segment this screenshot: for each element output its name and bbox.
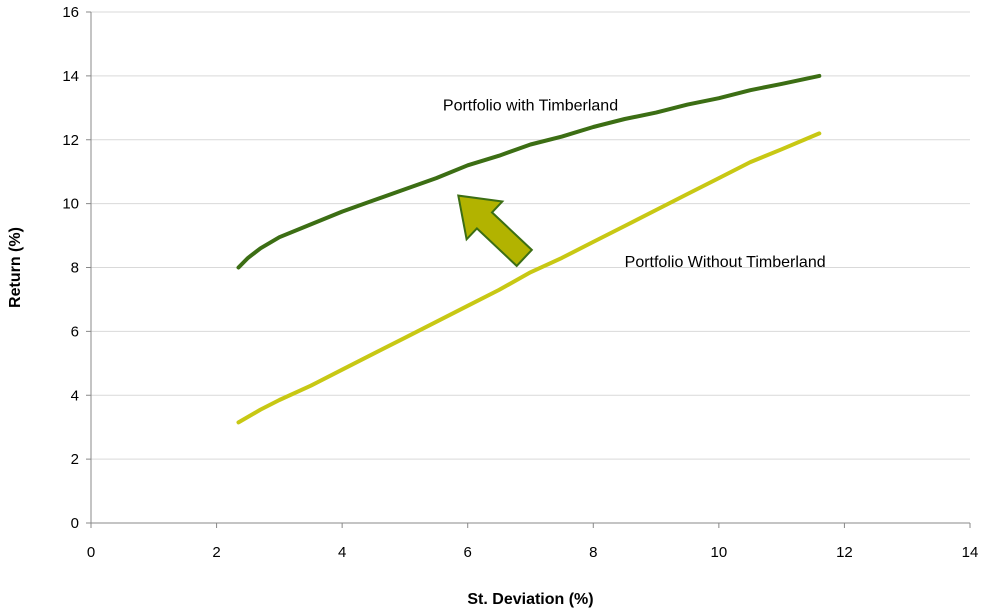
x-tick-label-0: 0: [87, 544, 95, 561]
annotation-with-timberland: Portfolio with Timberland: [443, 98, 618, 115]
y-tick-label-16: 16: [62, 4, 79, 21]
x-tick-label-14: 14: [962, 544, 979, 561]
y-tick-label-8: 8: [71, 260, 79, 277]
x-tick-labels: 0 2 4 6 8 10 12 14: [87, 544, 979, 561]
gridlines: [91, 11, 970, 524]
y-tick-label-0: 0: [71, 515, 79, 532]
series-line-without-timberland: [236, 131, 822, 425]
x-tick-label-2: 2: [212, 544, 220, 561]
y-tick-label-4: 4: [71, 387, 79, 404]
improvement-arrow: [457, 194, 534, 268]
annotation-without-timberland: Portfolio Without Timberland: [625, 254, 826, 271]
x-tick-label-6: 6: [464, 544, 472, 561]
series-line-with-timberland: [236, 73, 822, 270]
x-tick-label-10: 10: [711, 544, 728, 561]
up-left-arrow-icon: [457, 194, 534, 268]
y-tick-label-2: 2: [71, 451, 79, 468]
y-axis-title: Return (%): [7, 227, 24, 308]
y-tick-labels: 0 2 4 6 8 10 12 14 16: [62, 4, 79, 532]
x-axis-title: St. Deviation (%): [467, 591, 593, 608]
x-tick-label-4: 4: [338, 544, 346, 561]
x-tick-label-12: 12: [836, 544, 853, 561]
y-tick-label-14: 14: [62, 68, 79, 85]
y-tick-label-6: 6: [71, 323, 79, 340]
y-tick-label-10: 10: [62, 196, 79, 213]
axes: [86, 11, 971, 528]
annotations: Portfolio with Timberland Portfolio Witho…: [443, 98, 826, 271]
y-tick-label-12: 12: [62, 132, 79, 149]
series-lines: [236, 73, 822, 425]
x-tick-label-8: 8: [589, 544, 597, 561]
